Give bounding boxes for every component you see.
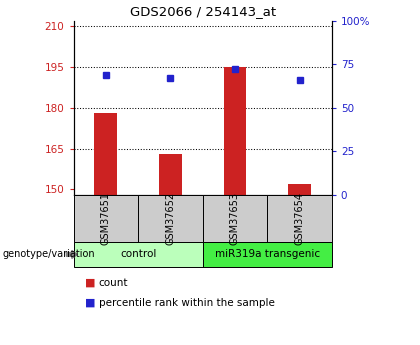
Text: GSM37653: GSM37653 (230, 192, 240, 245)
Bar (94, 113, 117, 195)
Text: control: control (120, 249, 156, 259)
Bar (159, 154, 182, 195)
Text: GSM37654: GSM37654 (294, 192, 304, 245)
Bar (288, 184, 311, 195)
Text: miR319a transgenic: miR319a transgenic (215, 249, 320, 259)
Text: GSM37652: GSM37652 (165, 192, 176, 245)
Text: ■: ■ (85, 278, 96, 288)
Text: ■: ■ (85, 298, 96, 308)
Text: percentile rank within the sample: percentile rank within the sample (99, 298, 275, 308)
Text: GSM37651: GSM37651 (101, 192, 111, 245)
Text: genotype/variation: genotype/variation (2, 249, 95, 259)
Text: count: count (99, 278, 128, 288)
Bar (223, 67, 246, 195)
Title: GDS2066 / 254143_at: GDS2066 / 254143_at (130, 5, 276, 18)
